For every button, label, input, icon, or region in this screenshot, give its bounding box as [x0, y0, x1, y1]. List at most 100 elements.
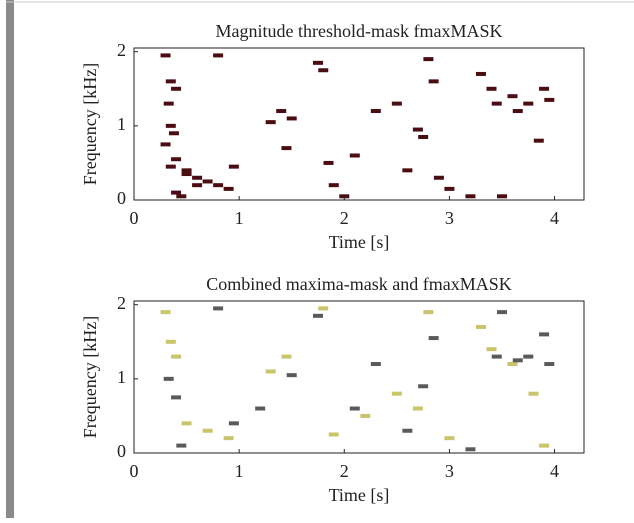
y-tick-label: 0 — [117, 441, 126, 461]
mask-point — [276, 109, 287, 114]
mask-point — [265, 369, 276, 374]
x-tick-label: 1 — [235, 208, 244, 228]
mask-point — [544, 97, 555, 102]
mask-point — [444, 186, 455, 191]
mask-point — [160, 53, 171, 58]
y-axis-label: Frequency [kHz] — [80, 63, 100, 185]
mask-point — [202, 428, 213, 433]
mask-point — [465, 447, 476, 452]
frame-left — [6, 0, 14, 518]
mask-point — [228, 164, 239, 169]
x-tick-label: 0 — [130, 461, 139, 481]
mask-point — [423, 310, 434, 315]
mask-point — [181, 172, 192, 177]
y-tick-label: 2 — [117, 40, 126, 60]
mask-point — [312, 313, 323, 318]
mask-point — [465, 194, 476, 199]
mask-point — [507, 94, 518, 99]
mask-point — [512, 109, 523, 114]
mask-point — [412, 127, 423, 132]
mask-point — [528, 391, 539, 396]
mask-point — [160, 310, 171, 315]
mask-point — [391, 391, 402, 396]
mask-point — [286, 116, 297, 121]
mask-point — [491, 354, 502, 359]
mask-point — [318, 68, 329, 73]
mask-point — [328, 183, 339, 188]
mask-point — [265, 120, 276, 125]
mask-point — [496, 194, 507, 199]
mask-point — [318, 306, 329, 311]
mask-point — [171, 354, 182, 359]
mask-point — [223, 186, 234, 191]
x-axis-label: Time [s] — [329, 232, 390, 252]
mask-point — [533, 138, 544, 143]
mask-point — [423, 57, 434, 62]
mask-point — [176, 194, 187, 199]
mask-point — [370, 362, 381, 367]
mask-point — [360, 413, 371, 418]
mask-point — [171, 395, 182, 400]
x-tick-label: 3 — [445, 208, 454, 228]
mask-point — [428, 79, 439, 84]
mask-point — [165, 79, 176, 84]
mask-point — [412, 406, 423, 411]
mask-point — [213, 53, 224, 58]
mask-point — [475, 324, 486, 329]
mask-point — [539, 332, 550, 337]
mask-point — [163, 376, 174, 381]
mask-point — [539, 86, 550, 91]
y-axis-label: Frequency [kHz] — [80, 316, 100, 438]
axes-box — [133, 47, 585, 201]
x-tick-label: 2 — [340, 461, 349, 481]
x-tick-label: 3 — [445, 461, 454, 481]
mask-point — [281, 354, 292, 359]
mask-point — [163, 101, 174, 106]
mask-point — [213, 183, 224, 188]
x-tick-label: 0 — [130, 208, 139, 228]
mask-point — [523, 101, 534, 106]
mask-point — [486, 86, 497, 91]
x-tick-label: 1 — [235, 461, 244, 481]
mask-point — [433, 175, 444, 180]
mask-point — [496, 310, 507, 315]
mask-point — [213, 306, 224, 311]
mask-point — [312, 60, 323, 65]
mask-point — [418, 384, 429, 389]
mask-point — [428, 336, 439, 341]
mask-point — [165, 339, 176, 344]
mask-point — [171, 157, 182, 162]
mask-point — [286, 373, 297, 378]
y-tick-label: 1 — [117, 114, 126, 134]
mask-point — [255, 406, 266, 411]
mask-point — [370, 109, 381, 114]
axes-box — [133, 300, 585, 454]
mask-point — [202, 179, 213, 184]
mask-point — [165, 123, 176, 128]
mask-point — [192, 175, 203, 180]
x-tick-label: 2 — [340, 208, 349, 228]
mask-point — [171, 190, 182, 195]
mask-point — [523, 354, 534, 359]
mask-point — [544, 362, 555, 367]
mask-point — [176, 443, 187, 448]
y-tick-label: 1 — [117, 367, 126, 387]
mask-point — [192, 183, 203, 188]
mask-point — [181, 421, 192, 426]
mask-point — [323, 160, 334, 165]
mask-point — [418, 134, 429, 139]
chart-title: Combined maxima-mask and fmaxMASK — [206, 274, 511, 294]
mask-point — [165, 164, 176, 169]
mask-point — [168, 131, 179, 136]
mask-point — [402, 428, 413, 433]
mask-point — [171, 86, 182, 91]
x-tick-label: 4 — [550, 461, 559, 481]
x-tick-label: 4 — [550, 208, 559, 228]
mask-point — [349, 406, 360, 411]
mask-point — [507, 362, 518, 367]
mask-point — [349, 153, 360, 158]
x-axis-label: Time [s] — [329, 485, 390, 505]
mask-point — [491, 101, 502, 106]
mask-point — [223, 436, 234, 441]
